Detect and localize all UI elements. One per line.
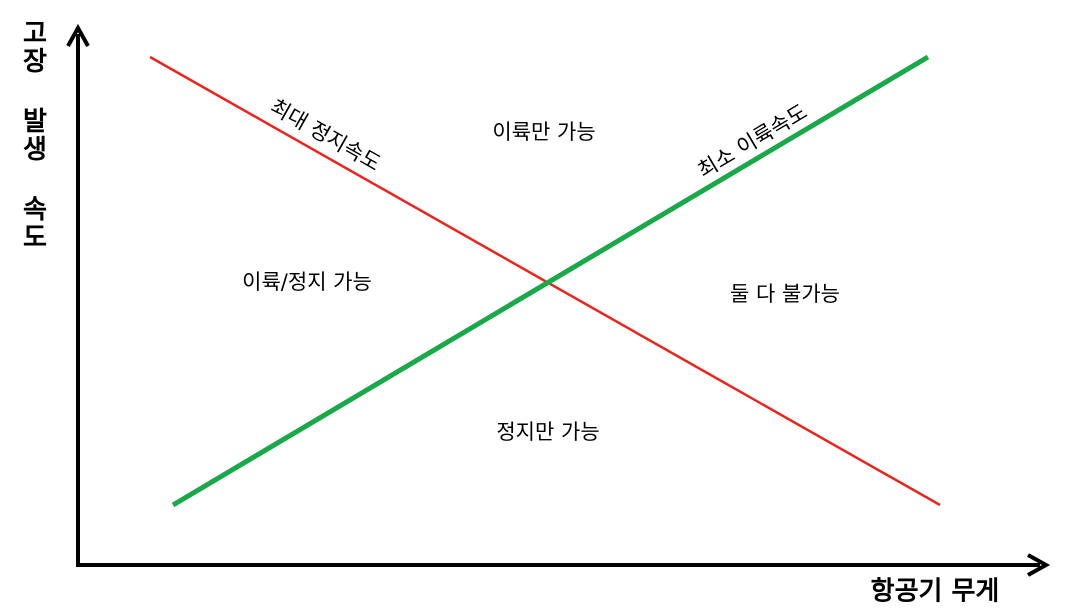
line-label: 최소 이륙속도 [694,100,812,183]
region-label: 이륙만 가능 [492,120,595,144]
green-line [171,54,930,508]
x-axis-label: 항공기 무게 [871,577,1000,607]
region-label: 둘 다 불가능 [730,282,840,306]
region-label: 정지만 가능 [496,420,599,444]
y-arrow [66,23,90,47]
line-label: 최대 정지속도 [266,94,385,175]
red-line [149,55,941,507]
y-axis-label: 고장 발생 속도 [18,19,48,251]
x-arrow [1027,553,1051,577]
region-label: 이륙/정지 가능 [242,270,372,294]
